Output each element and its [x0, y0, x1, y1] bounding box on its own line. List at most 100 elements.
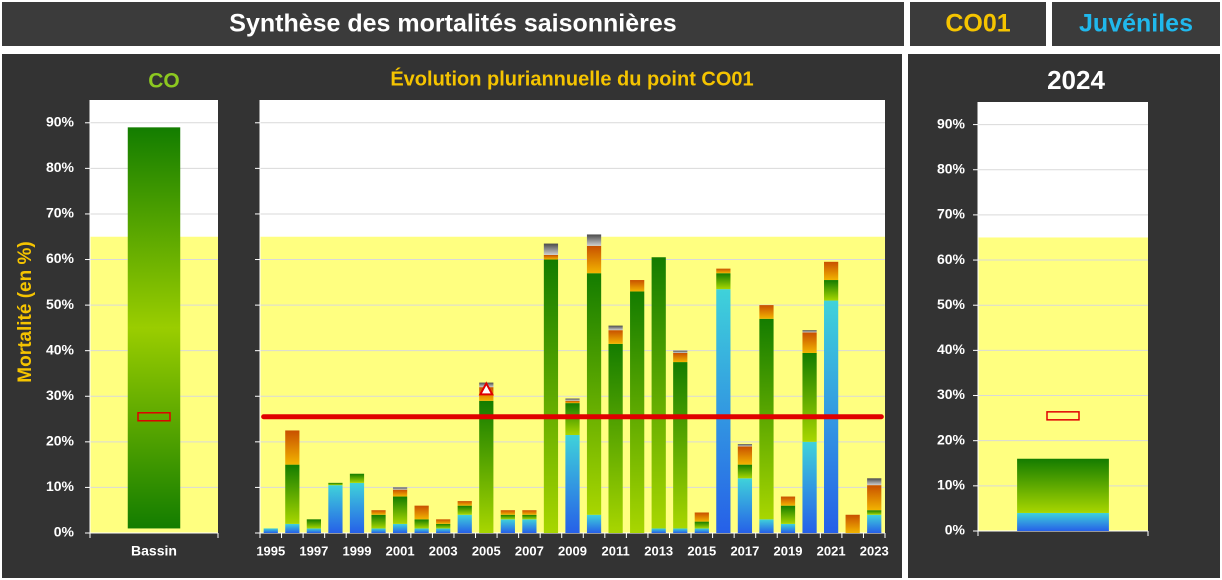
- y-tick-label: 80%: [46, 159, 75, 175]
- y-tick-label: 60%: [46, 250, 75, 266]
- x-tick-label: 2023: [860, 543, 889, 558]
- bar-segment: [436, 519, 451, 524]
- x-tick-label: 2009: [558, 543, 587, 558]
- x-tick-label: 2011: [602, 543, 630, 558]
- y-tick-label: 10%: [937, 477, 966, 493]
- y-tick-label: 0%: [54, 524, 75, 540]
- bar-segment: [457, 501, 472, 506]
- bar-segment: [586, 514, 602, 533]
- header-stage-box: [1052, 2, 1220, 46]
- current-title: 2024: [1047, 65, 1105, 95]
- y-tick-label: 40%: [937, 341, 966, 357]
- header-title-box: [2, 2, 904, 46]
- y-tick-label: 70%: [937, 206, 966, 222]
- header-title: Synthèse des mortalités saisonnières: [229, 10, 676, 38]
- bar-segment: [716, 273, 731, 290]
- bar-segment: [608, 325, 623, 331]
- bar-segment: [759, 519, 774, 533]
- x-tick-label: 2003: [429, 543, 458, 558]
- bar-segment: [694, 512, 709, 522]
- bar-segment: [1017, 512, 1109, 531]
- bar-segment: [306, 528, 321, 533]
- bar-segment: [716, 268, 731, 274]
- bar-segment: [543, 243, 559, 255]
- y-tick-label: 80%: [937, 160, 966, 176]
- x-tick-label: Bassin: [131, 543, 177, 559]
- bar-segment: [285, 464, 300, 524]
- reference-box: [1046, 411, 1080, 421]
- bar-segment: [802, 352, 817, 442]
- header-site-box: [910, 2, 1046, 46]
- bar-segment: [737, 444, 753, 447]
- bar-segment: [694, 521, 709, 529]
- bar-segment: [392, 489, 408, 497]
- bar-segment: [306, 519, 321, 529]
- bar-segment: [414, 519, 429, 529]
- bar-segment: [328, 485, 343, 533]
- bar-segment: [285, 430, 300, 465]
- bar-segment: [630, 280, 645, 292]
- bar-segment: [479, 400, 494, 533]
- x-tick-label: 2019: [774, 543, 803, 558]
- bar-segment: [737, 446, 753, 465]
- bar-segment: [414, 505, 429, 520]
- header-stage: Juvéniles: [1079, 10, 1193, 38]
- header-site: CO01: [945, 10, 1010, 38]
- bar-segment: [824, 280, 839, 301]
- bar-segment: [565, 398, 580, 401]
- bar-segment: [586, 245, 602, 274]
- y-tick-label: 40%: [46, 341, 75, 357]
- bar-segment: [565, 400, 580, 404]
- bar-segment: [759, 305, 774, 319]
- bar-segment: [349, 473, 365, 483]
- bar-segment: [867, 478, 882, 486]
- bar-segment: [457, 505, 472, 515]
- y-tick-label: 70%: [46, 205, 75, 221]
- bar-segment: [436, 523, 451, 529]
- bar-segment: [371, 528, 386, 533]
- range-bar: [127, 127, 181, 529]
- bar-segment: [651, 528, 666, 533]
- bar-segment: [651, 257, 666, 529]
- y-tick-label: 50%: [46, 296, 75, 312]
- bar-segment: [802, 330, 817, 333]
- bar-segment: [263, 528, 278, 533]
- bar-segment: [630, 291, 645, 533]
- bar-segment: [608, 330, 623, 344]
- x-tick-label: 2007: [515, 543, 544, 558]
- y-tick-label: 30%: [937, 386, 966, 402]
- bar-segment: [285, 523, 300, 533]
- bar-segment: [737, 478, 753, 533]
- bar-segment: [1017, 458, 1109, 513]
- bar-segment: [780, 496, 796, 506]
- bar-segment: [716, 289, 731, 533]
- bar-segment: [565, 435, 580, 533]
- y-tick-label: 60%: [937, 251, 966, 267]
- bar-segment: [457, 514, 472, 533]
- y-axis-label: Mortalité (en %): [15, 241, 36, 382]
- y-tick-label: 50%: [937, 296, 966, 312]
- bar-segment: [371, 510, 386, 515]
- bar-segment: [436, 528, 451, 533]
- reference-box: [137, 412, 171, 422]
- x-tick-label: 1999: [343, 543, 372, 558]
- bar-segment: [694, 528, 709, 533]
- bar-segment: [867, 510, 882, 515]
- x-tick-label: 2013: [644, 543, 673, 558]
- x-tick-label: 2017: [730, 543, 759, 558]
- bar-segment: [328, 482, 343, 486]
- bar-segment: [867, 485, 882, 511]
- x-tick-label: 1997: [299, 543, 328, 558]
- y-tick-label: 10%: [46, 478, 75, 494]
- bar-segment: [522, 514, 537, 520]
- bar-segment: [673, 362, 688, 529]
- y-tick-label: 30%: [46, 387, 75, 403]
- bar-segment: [824, 261, 839, 281]
- y-tick-label: 0%: [945, 522, 966, 538]
- y-tick-label: 20%: [46, 433, 75, 449]
- bar-segment: [371, 514, 386, 529]
- bar-segment: [500, 510, 515, 515]
- y-tick-label: 90%: [937, 115, 966, 131]
- history-title: Évolution pluriannuelle du point CO01: [390, 67, 753, 90]
